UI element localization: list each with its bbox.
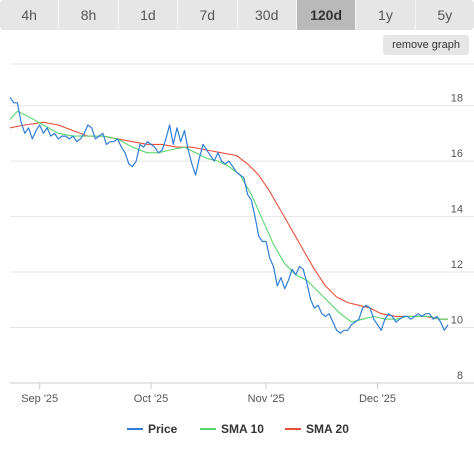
remove-graph-button[interactable]: remove graph [383, 35, 469, 55]
y-tick-label: 18 [451, 93, 463, 105]
range-button-1y[interactable]: 1y [356, 0, 416, 30]
legend-item-sma-20[interactable]: SMA 20 [285, 422, 349, 436]
x-axis-ticks: Sep '25 Oct '25 Nov '25 Dec '25 [21, 383, 396, 405]
x-tick-label: Dec '25 [359, 393, 396, 405]
chart-legend[interactable]: Price SMA 10 SMA 20 [127, 422, 349, 436]
range-button-5y[interactable]: 5y [415, 0, 474, 30]
chart-series [9, 96, 449, 334]
y-tick-label: 14 [451, 204, 463, 216]
y-axis-ticks: 8 10 12 14 16 18 [451, 93, 463, 382]
series-line-price [9, 96, 449, 334]
y-tick-label: 10 [451, 315, 463, 327]
x-tick-label: Oct '25 [134, 393, 169, 405]
x-tick-label: Sep '25 [21, 393, 58, 405]
legend-label: Price [148, 422, 178, 436]
time-range-selector: 4h 8h 1d 7d 30d 120d 1y 5y [0, 0, 474, 30]
legend-item-sma-10[interactable]: SMA 10 [200, 422, 264, 436]
legend-label: SMA 20 [306, 422, 349, 436]
y-tick-label: 8 [457, 370, 463, 382]
chart-grid [10, 63, 474, 384]
x-tick-label: Nov '25 [248, 393, 285, 405]
range-button-120d[interactable]: 120d [296, 0, 357, 30]
legend-label: SMA 10 [221, 422, 264, 436]
range-button-4h[interactable]: 4h [0, 0, 60, 30]
y-tick-label: 12 [451, 259, 463, 271]
range-button-1d[interactable]: 1d [118, 0, 179, 30]
range-button-7d[interactable]: 7d [178, 0, 238, 30]
range-button-8h[interactable]: 8h [59, 0, 119, 30]
range-button-30d[interactable]: 30d [237, 0, 297, 30]
series-line-sma-20 [9, 121, 448, 320]
legend-item-price[interactable]: Price [127, 422, 178, 436]
y-tick-label: 16 [451, 148, 463, 160]
